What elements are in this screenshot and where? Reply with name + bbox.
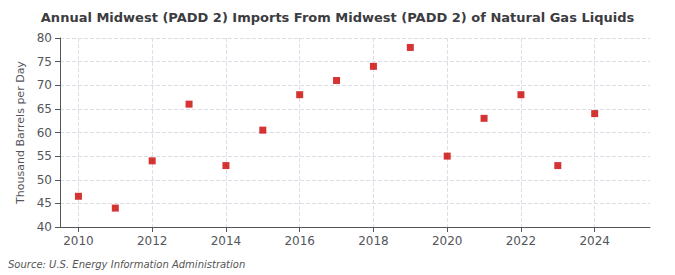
svg-text:40: 40 [37, 220, 52, 234]
svg-text:60: 60 [37, 126, 52, 140]
svg-text:2022: 2022 [506, 234, 537, 248]
svg-text:Source: U.S. Energy Informatio: Source: U.S. Energy Information Administ… [8, 259, 245, 270]
svg-text:2018: 2018 [358, 234, 389, 248]
svg-text:Annual Midwest (PADD 2) Import: Annual Midwest (PADD 2) Imports From Mid… [41, 10, 635, 25]
svg-text:2014: 2014 [211, 234, 242, 248]
svg-text:70: 70 [37, 78, 52, 92]
svg-text:Thousand Barrels per Day: Thousand Barrels per Day [14, 61, 27, 205]
svg-text:80: 80 [37, 31, 52, 45]
svg-text:45: 45 [37, 196, 52, 210]
svg-text:55: 55 [37, 149, 52, 163]
svg-text:75: 75 [37, 55, 52, 69]
svg-text:2012: 2012 [137, 234, 168, 248]
svg-text:2024: 2024 [579, 234, 610, 248]
svg-text:50: 50 [37, 173, 52, 187]
svg-text:65: 65 [37, 102, 52, 116]
svg-text:2016: 2016 [284, 234, 315, 248]
svg-text:2020: 2020 [432, 234, 463, 248]
svg-text:2010: 2010 [63, 234, 94, 248]
